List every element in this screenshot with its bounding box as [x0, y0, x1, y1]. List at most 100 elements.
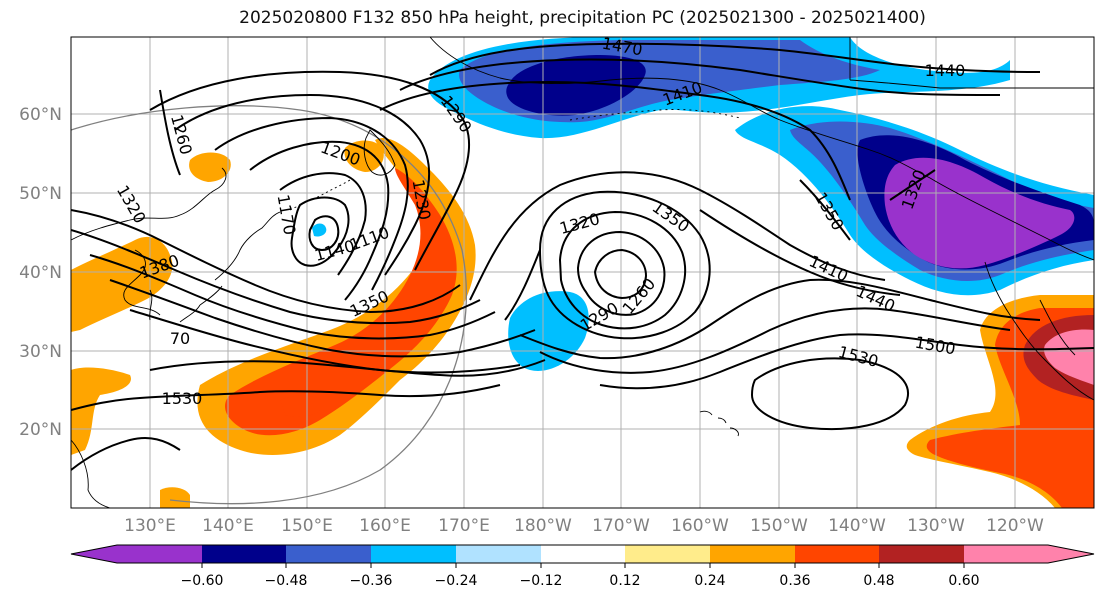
shade-bering-dark	[506, 55, 646, 116]
lon-label: 130°E	[124, 516, 176, 536]
contour-1260-n	[174, 93, 431, 276]
contour-1380-w	[89, 254, 496, 340]
contour-label: 1470	[601, 34, 644, 60]
colorbar-bin	[286, 545, 371, 563]
contour-1230-n	[214, 116, 409, 291]
lon-label: 160°W	[671, 516, 729, 536]
contour-1500-c	[599, 333, 1094, 390]
colorbar-tick-label: 0.48	[863, 573, 894, 589]
colorbar-bin	[625, 545, 710, 563]
contour-1410-c	[519, 278, 1041, 360]
lon-label: 150°W	[750, 516, 808, 536]
coast-aleutians	[569, 109, 741, 121]
contour-1440-c	[539, 307, 1011, 374]
lat-label: 50°N	[19, 184, 62, 204]
shade-mex-pink	[1044, 329, 1094, 385]
colorbar-bin	[879, 545, 964, 563]
contour-1470	[429, 42, 1041, 76]
colorbar-bin	[541, 545, 625, 563]
graticule	[71, 37, 1094, 508]
lat-label: 20°N	[19, 420, 62, 440]
colorbar-tick-marks	[201, 563, 965, 568]
lat-label: 30°N	[19, 342, 62, 362]
coast-asia	[71, 167, 227, 508]
colorbar-bin	[964, 545, 1048, 563]
contour-label: 1530	[162, 389, 203, 408]
shade-south-orange	[160, 487, 190, 508]
lon-label: 170°W	[592, 516, 650, 536]
colorbar: −0.60 −0.48 −0.36 −0.24 −0.12 0.12 0.24 …	[70, 544, 1095, 589]
contour-1350-w	[71, 229, 481, 325]
contour-label-text: 1440	[925, 61, 966, 80]
lon-label: 140°W	[828, 516, 886, 536]
contour-1200	[249, 140, 390, 301]
contour-1410	[379, 80, 851, 201]
colorbar-tick-label: 0.24	[694, 573, 725, 589]
shade-kamchatka-orange	[344, 140, 384, 172]
shade-asia-orange2	[71, 367, 131, 455]
contour-label-text: 70	[170, 329, 190, 348]
contour-1290-n	[149, 70, 471, 271]
colorbar-extend-low	[71, 545, 117, 563]
contour-low-1230	[593, 248, 648, 300]
lat-label: 60°N	[19, 105, 62, 125]
contour-mid-2	[129, 309, 521, 374]
contour-1440	[399, 58, 1001, 96]
contour-1350-e	[799, 179, 851, 241]
contour-south-1530	[71, 437, 181, 471]
contour-1170	[279, 172, 367, 276]
coast-americas	[984, 261, 1094, 401]
shade-japan-blue	[312, 223, 327, 237]
colorbar-bin	[456, 545, 541, 563]
shade-sakhalin-orange	[189, 152, 231, 182]
colorbar-bin	[710, 545, 795, 563]
lon-label: 140°E	[202, 516, 254, 536]
map-title: 2025020800 F132 850 hPa height, precipit…	[239, 8, 926, 28]
colorbar-tick-label: 0.60	[948, 573, 979, 589]
contour-1320-w	[71, 209, 461, 314]
lon-label: 130°W	[907, 516, 965, 536]
contour-1260-nw	[159, 89, 181, 176]
contour-label: 1440	[925, 61, 966, 80]
contour-low-1290	[558, 210, 687, 330]
colorbar-tick-label: −0.60	[181, 573, 224, 589]
contour-1350-c	[469, 171, 886, 301]
colorbar-tick-label: −0.48	[265, 573, 308, 589]
contour-1380-c	[504, 209, 901, 321]
contour-1530-w	[71, 384, 501, 411]
colorbar-bin	[202, 545, 286, 563]
contour-1320-e	[889, 169, 936, 201]
contour-1110	[308, 215, 340, 252]
contour-mid-1	[109, 279, 536, 358]
lon-label: 120°W	[986, 516, 1044, 536]
contour-low-1260	[576, 230, 666, 316]
lon-label: 160°E	[359, 516, 411, 536]
contour-label: 70	[170, 329, 190, 348]
contour-low-1320	[538, 190, 711, 340]
lon-label: 150°E	[281, 516, 333, 536]
contour-1530-e	[750, 357, 909, 431]
lon-label: 170°E	[438, 516, 490, 536]
colorbar-bin	[371, 545, 456, 563]
colorbar-bin	[795, 545, 879, 563]
colorbar-outline	[70, 544, 1095, 564]
map-frame	[70, 36, 1095, 509]
contour-label-text: 1530	[162, 389, 203, 408]
colorbar-tick-label: 0.12	[609, 573, 640, 589]
shade-nw-purple	[884, 157, 1075, 269]
shade-kuro-red	[225, 168, 457, 436]
coast-hawaii	[699, 410, 739, 437]
colorbar-bin	[117, 545, 202, 563]
colorbar-extend-high	[1048, 545, 1094, 563]
lon-label: 180°W	[514, 516, 572, 536]
height-contours	[71, 42, 1094, 471]
coast-kamchatka	[363, 129, 396, 176]
contour-1500-w	[149, 359, 546, 377]
coast-alaska	[429, 37, 1094, 261]
contour-label-text: 1470	[601, 34, 644, 60]
colorbar-tick-label: 0.36	[779, 573, 810, 589]
shade-kuro-small-red	[280, 395, 325, 417]
colorbar-tick-label: −0.36	[350, 573, 393, 589]
